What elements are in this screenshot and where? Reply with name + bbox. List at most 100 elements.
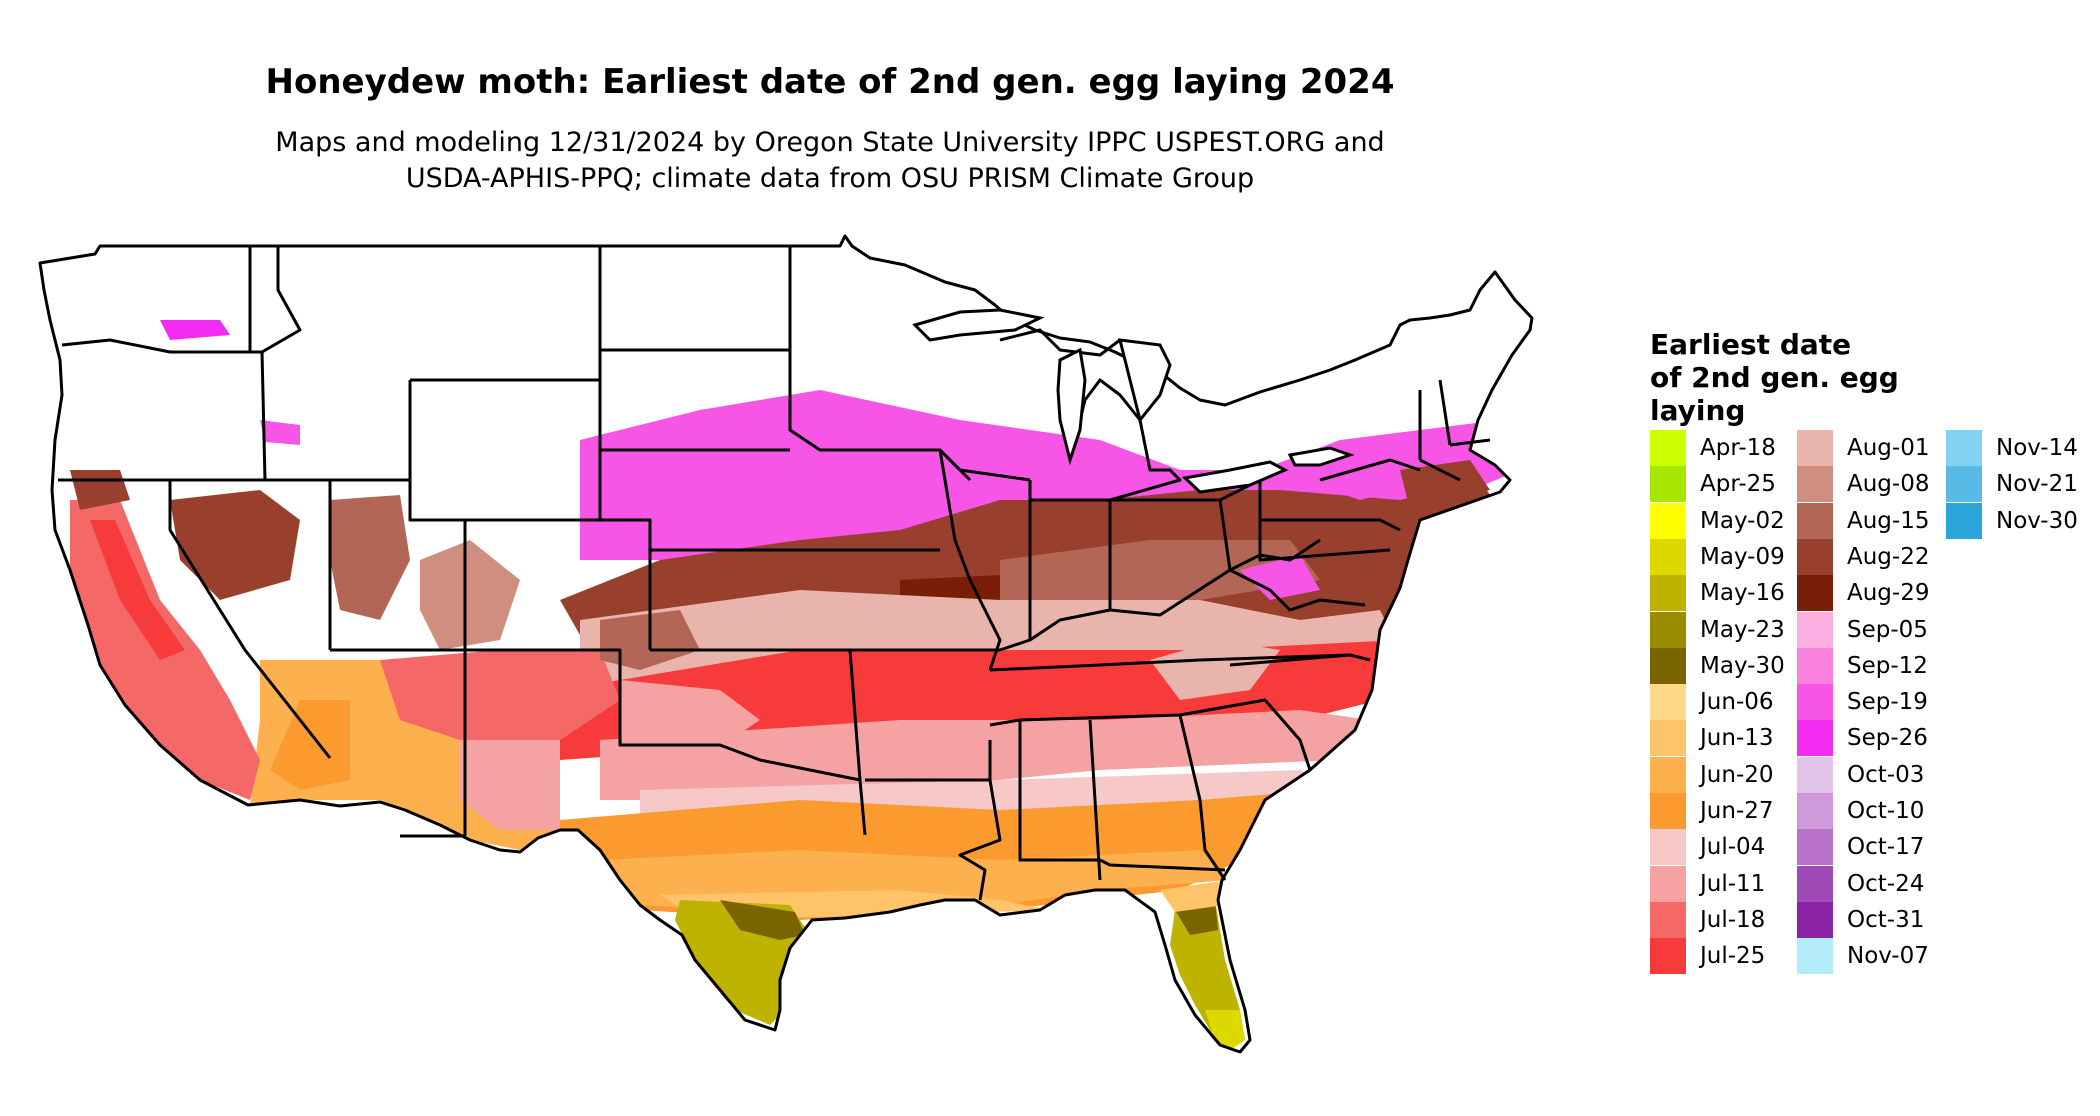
- legend-label: Aug-15: [1847, 507, 1930, 534]
- legend-swatch: [1797, 611, 1833, 648]
- legend-item: Oct-31: [1797, 901, 1925, 938]
- legend-label: May-02: [1700, 507, 1785, 534]
- legend-item: Nov-21: [1946, 466, 2078, 503]
- legend-swatch: [1650, 865, 1686, 902]
- legend-label: Oct-17: [1847, 834, 1925, 861]
- legend-item: Sep-19: [1797, 684, 1928, 721]
- legend-swatch: [1797, 466, 1833, 503]
- legend-item: Nov-14: [1946, 430, 2078, 466]
- legend-label: Oct-31: [1847, 906, 1925, 933]
- legend-item: Jul-25: [1650, 938, 1766, 975]
- legend-swatch: [1650, 430, 1686, 466]
- legend-swatch: [1797, 901, 1833, 938]
- legend-item: Jun-27: [1650, 793, 1774, 829]
- legend-item: Oct-03: [1797, 756, 1925, 793]
- legend-item: Aug-29: [1797, 575, 1930, 612]
- legend-swatch: [1797, 647, 1833, 684]
- legend-swatch: [1650, 647, 1686, 684]
- legend-swatch: [1797, 938, 1833, 975]
- legend-swatch: [1650, 502, 1686, 539]
- legend-item: Aug-15: [1797, 502, 1930, 539]
- legend-item: Sep-05: [1797, 611, 1928, 648]
- legend-item: Aug-08: [1797, 466, 1930, 503]
- legend-item: Jun-20: [1650, 756, 1774, 793]
- legend-item: May-23: [1650, 611, 1785, 648]
- legend-item: Oct-10: [1797, 793, 1924, 829]
- legend-item: Jun-13: [1650, 720, 1774, 757]
- legend-label: May-09: [1700, 543, 1785, 570]
- legend-item: May-02: [1650, 502, 1785, 539]
- legend-swatch: [1946, 466, 1982, 503]
- legend-label: Sep-26: [1847, 725, 1928, 752]
- legend-swatch: [1797, 829, 1833, 866]
- legend-label: May-23: [1700, 616, 1785, 643]
- legend-item: Sep-12: [1797, 647, 1928, 684]
- state-boundaries: [38, 234, 1534, 1054]
- map-title: Honeydew moth: Earliest date of 2nd gen.…: [265, 62, 1395, 102]
- legend-label: Aug-29: [1847, 580, 1930, 607]
- legend-label: Oct-03: [1847, 761, 1925, 788]
- legend-item: Jul-04: [1650, 829, 1766, 866]
- legend-item: Nov-07: [1797, 938, 1929, 975]
- legend-item: Nov-30: [1946, 502, 2078, 539]
- legend-swatch: [1797, 865, 1833, 902]
- legend-label: Jun-20: [1700, 761, 1774, 788]
- legend-label: May-30: [1700, 652, 1785, 679]
- legend-item: Jul-11: [1650, 865, 1766, 902]
- legend-label: Oct-24: [1847, 870, 1925, 897]
- legend-item: May-30: [1650, 647, 1785, 684]
- legend-swatch: [1946, 430, 1982, 466]
- legend-item: Sep-26: [1797, 720, 1928, 757]
- legend-label: Jul-04: [1700, 834, 1766, 861]
- legend-label: Nov-30: [1996, 507, 2078, 534]
- legend-label: Nov-14: [1996, 435, 2078, 461]
- legend-label: Nov-07: [1847, 943, 1929, 970]
- legend-item: Aug-01: [1797, 430, 1929, 466]
- legend-title-line: Earliest date: [1650, 328, 1852, 361]
- legend-label: Aug-22: [1847, 543, 1930, 570]
- legend-swatch: [1797, 502, 1833, 539]
- legend-swatch: [1797, 575, 1833, 612]
- legend-swatch: [1650, 901, 1686, 938]
- legend-swatch: [1797, 756, 1833, 793]
- legend-item: Apr-25: [1650, 466, 1776, 503]
- legend-title-line: of 2nd gen. egg: [1650, 361, 1899, 394]
- legend-item: Oct-24: [1797, 865, 1925, 902]
- legend-swatch: [1797, 538, 1833, 575]
- legend-swatch: [1650, 720, 1686, 757]
- legend-label: Jun-13: [1700, 725, 1774, 752]
- legend-label: Jul-18: [1700, 906, 1766, 933]
- legend-label: Nov-21: [1996, 471, 2078, 498]
- legend-label: Jul-25: [1700, 943, 1766, 970]
- legend-item: May-09: [1650, 538, 1785, 575]
- legend-label: Sep-05: [1847, 616, 1928, 643]
- legend-item: Aug-22: [1797, 538, 1930, 575]
- legend-label: Apr-25: [1700, 471, 1776, 498]
- legend-swatch: [1650, 756, 1686, 793]
- legend-swatch: [1797, 720, 1833, 757]
- map-subtitle-line2: USDA-APHIS-PPQ; climate data from OSU PR…: [405, 163, 1255, 194]
- legend-item: Oct-17: [1797, 829, 1925, 866]
- legend-item: Apr-18: [1650, 430, 1776, 466]
- legend-swatch: [1650, 538, 1686, 575]
- legend-swatch: [1797, 684, 1833, 721]
- legend-label: Sep-19: [1847, 689, 1928, 716]
- legend-swatch: [1797, 793, 1833, 829]
- legend-swatch: [1797, 430, 1833, 466]
- legend-label: Jul-11: [1700, 870, 1766, 897]
- legend-item: Jul-18: [1650, 901, 1766, 938]
- legend-item: Jun-06: [1650, 684, 1774, 721]
- legend-swatch: [1650, 938, 1686, 975]
- map-subtitle-line1: Maps and modeling 12/31/2024 by Oregon S…: [275, 127, 1385, 158]
- legend-label: Jun-06: [1700, 689, 1774, 716]
- legend-swatch: [1650, 793, 1686, 829]
- legend-label: Jun-27: [1700, 798, 1774, 824]
- legend-swatch: [1650, 466, 1686, 503]
- legend-swatch: [1946, 502, 1982, 539]
- legend-label: Aug-01: [1847, 435, 1930, 461]
- legend-label: May-16: [1700, 580, 1785, 607]
- legend-swatch: [1650, 829, 1686, 866]
- legend-title-line: laying: [1650, 394, 1746, 427]
- legend-label: Aug-08: [1847, 471, 1930, 498]
